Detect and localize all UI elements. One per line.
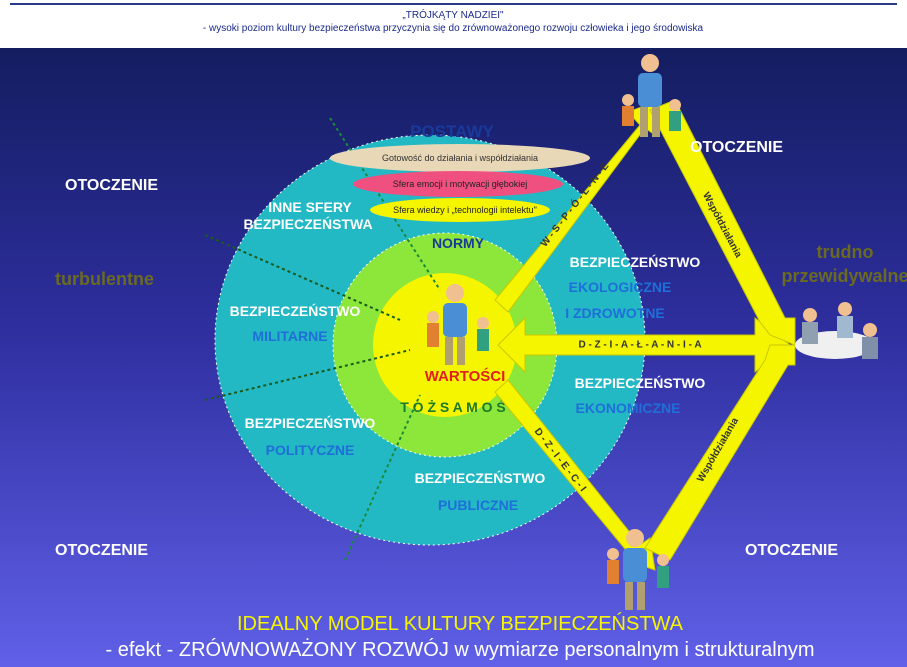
- sphere-label: Sfera emocji i motywacji głębokiej: [393, 179, 528, 189]
- sphere-label: INNE SFERY: [268, 199, 352, 215]
- arrow-label: D - Z - I - A - Ł - A - N - I - A: [578, 340, 701, 351]
- sector-label: BEZPIECZEŃSTWO: [245, 415, 376, 431]
- sector-label: BEZPIECZEŃSTWO: [415, 470, 546, 486]
- environment-label: turbulentne: [55, 269, 154, 289]
- sector-label: MILITARNE: [252, 328, 327, 344]
- diagram: „TRÓJKĄTY NADZIEI" - wysoki poziom kultu…: [0, 0, 907, 667]
- footer-title: IDEALNY MODEL KULTURY BEZPIECZEŃSTWA: [237, 612, 684, 635]
- sphere-label: BEZPIECZEŃSTWA: [243, 216, 372, 232]
- environment-label: OTOCZENIE: [745, 542, 838, 559]
- sector-label: POLITYCZNE: [266, 442, 355, 458]
- sphere-label: WARTOŚCI: [425, 367, 506, 385]
- sector-label: BEZPIECZEŃSTWO: [230, 303, 361, 319]
- sector-label: PUBLICZNE: [438, 497, 518, 513]
- footer-subtitle: - efekt - ZRÓWNOWAŻONY ROZWÓJ w wymiarze…: [106, 638, 815, 661]
- environment-label: OTOCZENIE: [690, 139, 783, 156]
- sphere-label: Gotowość do działania i współdziałania: [382, 153, 538, 163]
- environment-label: trudno: [817, 242, 874, 262]
- environment-label: OTOCZENIE: [55, 542, 148, 559]
- environment-label: OTOCZENIE: [65, 177, 158, 194]
- sphere-label: Sfera wiedzy i „technologii intelektu": [393, 205, 537, 215]
- sector-label: EKONOMICZNE: [576, 400, 681, 416]
- sector-label: BEZPIECZEŃSTWO: [570, 254, 701, 270]
- environment-label: przewidywalne: [781, 266, 907, 286]
- sphere-label: NORMY: [432, 235, 485, 251]
- sector-label: I ZDROWOTNE: [565, 305, 665, 321]
- sector-label: EKOLOGICZNE: [569, 279, 672, 295]
- header-subtitle: - wysoki poziom kultury bezpieczeństwa p…: [203, 23, 704, 34]
- header-title: „TRÓJKĄTY NADZIEI": [402, 8, 504, 21]
- sphere-label: POSTAWY: [410, 122, 494, 141]
- sector-label: BEZPIECZEŃSTWO: [575, 375, 706, 391]
